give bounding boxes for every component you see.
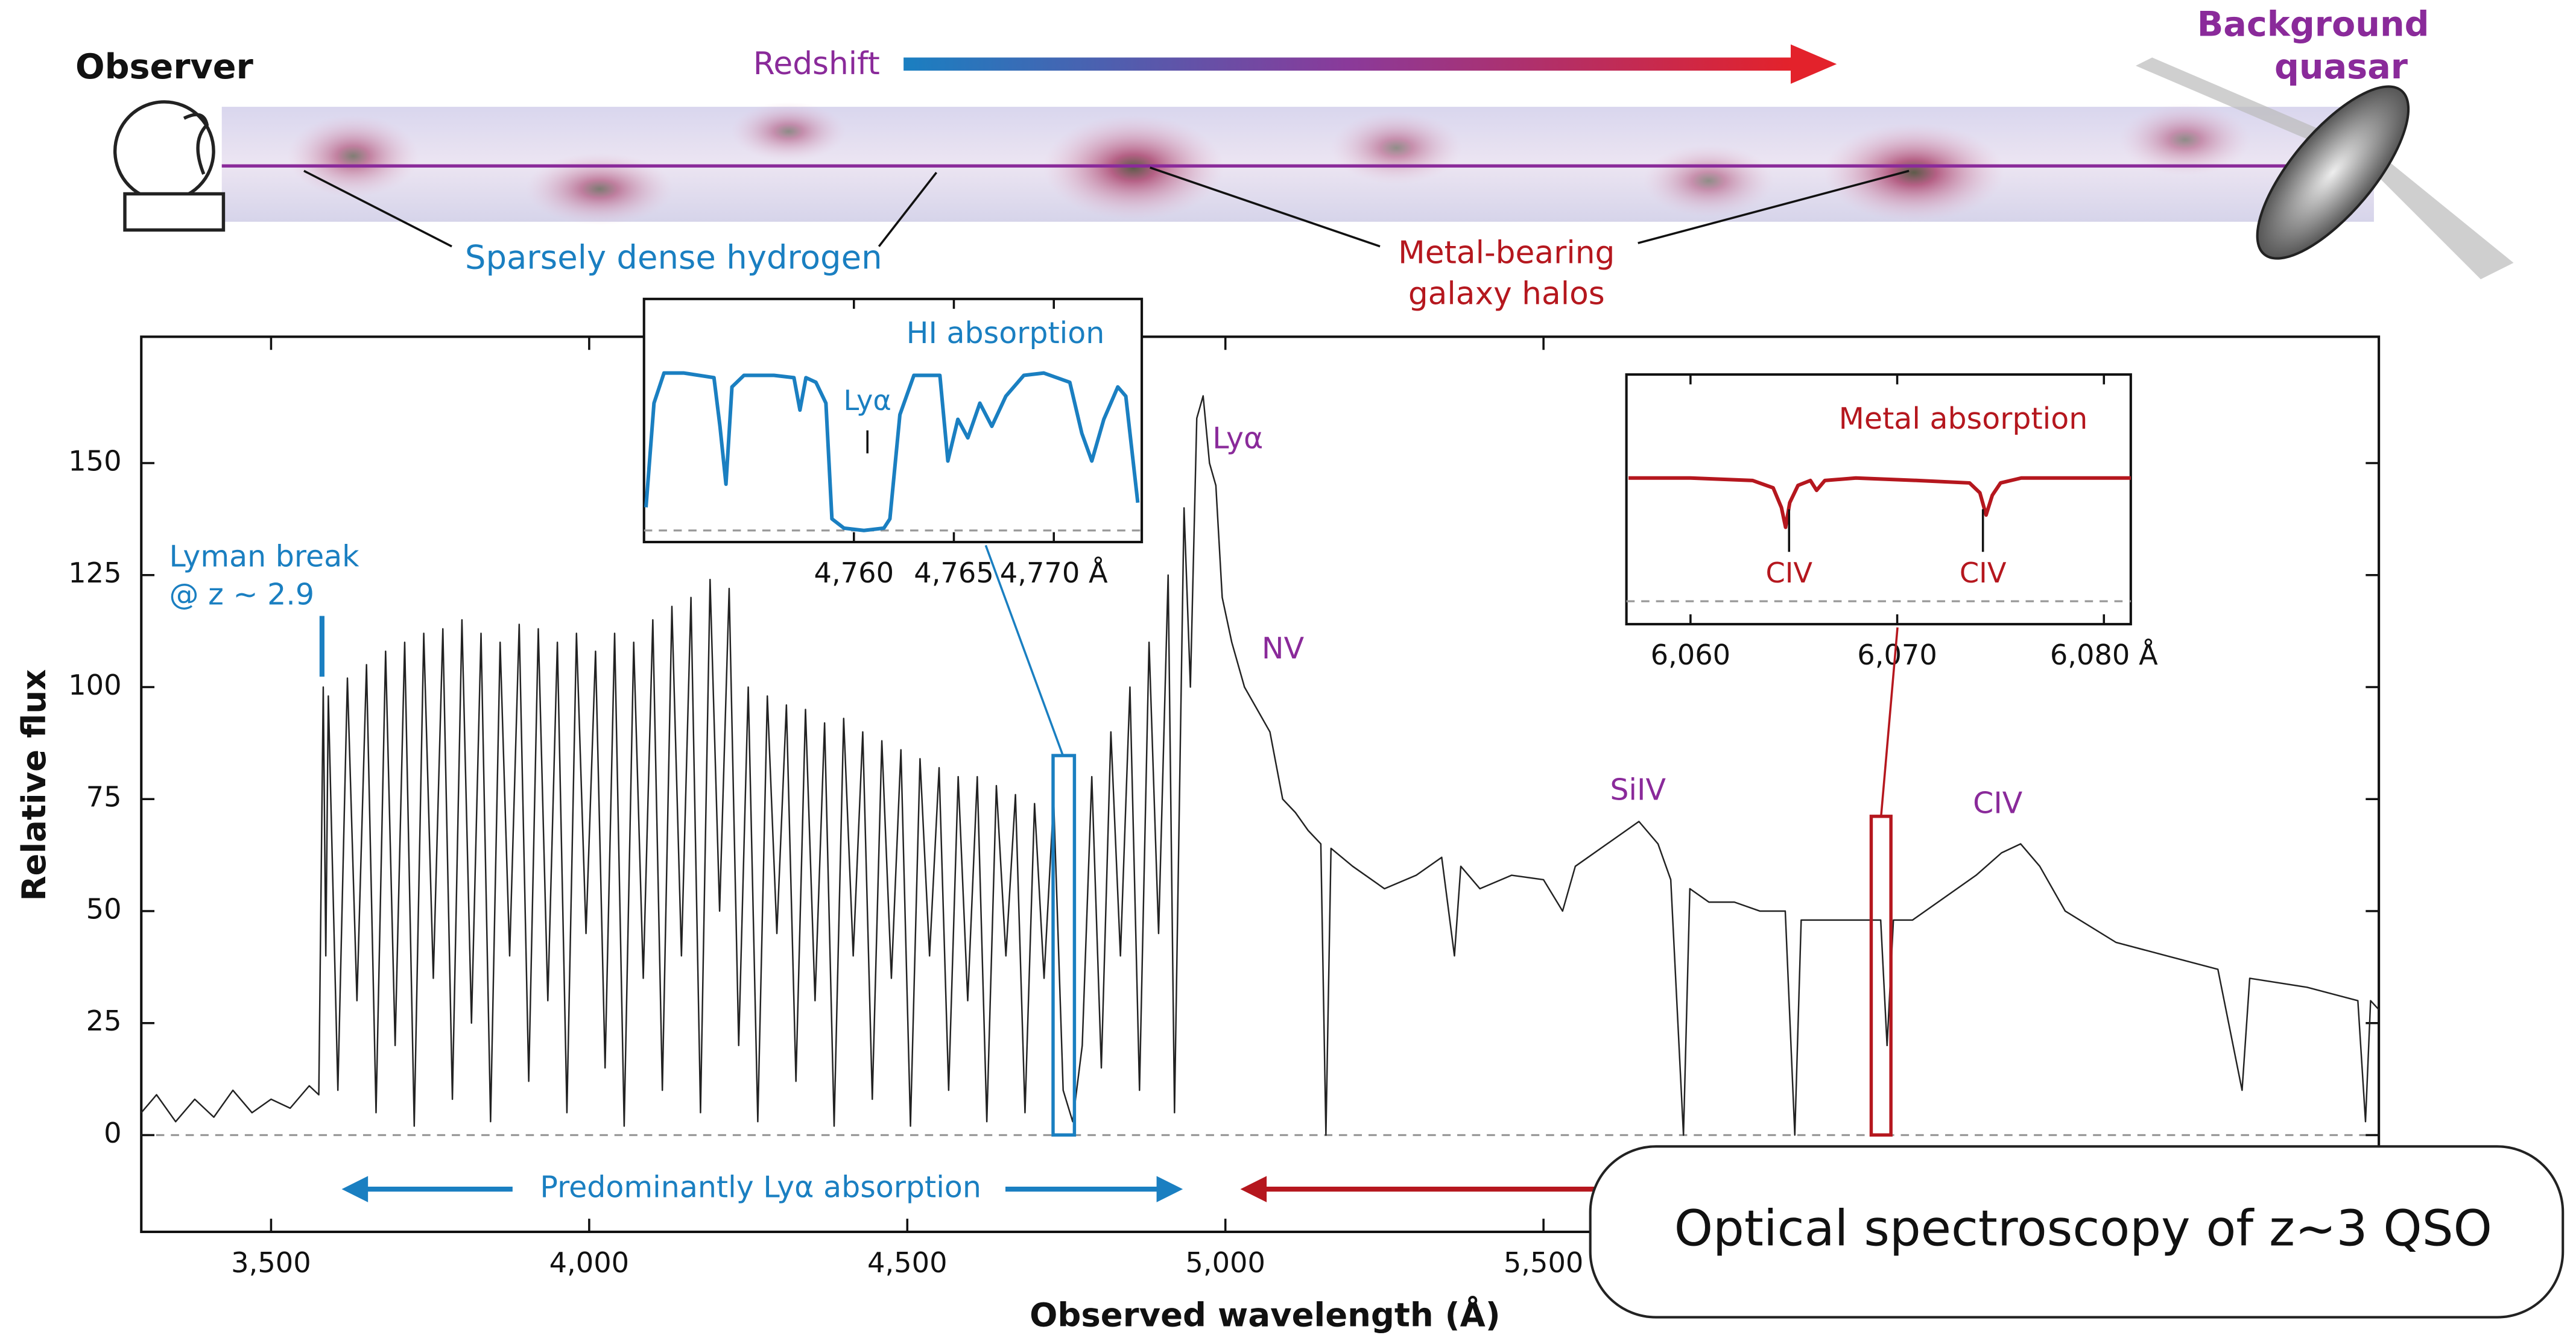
x-tick-label: 6,080 Å: [2050, 639, 2158, 671]
forest-label: Predominantly Lyα absorption: [540, 1170, 981, 1205]
redshift-arrowhead: [1790, 44, 1837, 84]
x-tick-label: 4,770 Å: [1000, 557, 1108, 589]
pointers: [303, 166, 1910, 248]
observer-icon: [113, 100, 226, 232]
y-tick-label: 125: [68, 557, 121, 589]
halo: [1823, 123, 2005, 222]
pointer: [303, 169, 452, 248]
halo: [287, 115, 419, 197]
line-label: NV: [1262, 631, 1305, 666]
plot-frame: [1625, 373, 2132, 626]
x-tick-label: 4,760: [814, 557, 894, 589]
inset-title: HI absorption: [907, 315, 1105, 350]
pointer: [1150, 166, 1381, 248]
metal-region-box: [1869, 815, 1893, 1137]
callout-box: [1589, 1145, 2565, 1319]
y-tick-label: 75: [86, 781, 122, 813]
observer-eye: [183, 113, 209, 175]
x-tick-label: 4,000: [549, 1246, 630, 1279]
y-tick-label: 50: [86, 892, 122, 925]
inset-line-label: Lyα: [843, 384, 891, 417]
pointer: [1638, 169, 1910, 244]
halo: [731, 101, 846, 162]
line-label: Lyα: [1212, 421, 1263, 456]
inset-title: Metal absorption: [1839, 401, 2088, 436]
x-tick-label: 5,500: [1504, 1246, 1584, 1279]
hydrogen-label: Sparsely dense hydrogen: [465, 238, 882, 277]
halos-label: Metal-bearing: [1398, 235, 1615, 271]
lyman-break-label: @ z ~ 2.9: [169, 576, 315, 611]
line-label: CIV: [1973, 785, 2023, 820]
forest-arrowhead: [341, 1176, 369, 1202]
hi-connector: [984, 544, 1064, 756]
y-tick-label: 150: [68, 444, 121, 477]
quasar-label: quasar: [2274, 47, 2408, 87]
x-tick-label: 4,765: [914, 557, 994, 589]
spectrum-line: [1628, 476, 2131, 529]
spectrum-line: [644, 371, 1140, 532]
quasar-label: Background: [2197, 4, 2429, 44]
spectrum-line: [141, 395, 2380, 1136]
halo: [1642, 144, 1774, 217]
redshift-label: Redshift: [753, 46, 880, 82]
quasar-body: [2256, 85, 2410, 260]
observer-base: [123, 192, 226, 232]
x-tick-label: 6,060: [1651, 639, 1731, 671]
quasar-jet: [2136, 57, 2514, 280]
x-tick-label: 3,500: [231, 1246, 311, 1279]
halo: [525, 153, 674, 226]
forest-label-bg: [512, 1169, 1005, 1209]
halo: [1331, 112, 1463, 185]
metal-connector: [1880, 627, 1899, 816]
y-tick-label: 100: [68, 669, 121, 701]
plots: 3,500 4,000 4,500 5,000 5,500 0 25 50 75 100 125 15…: [68, 297, 2381, 1279]
forest-arrowhead: [1156, 1176, 1183, 1202]
x-tick-label: 5,000: [1185, 1246, 1265, 1279]
lyman-break-label: Lyman break: [169, 539, 360, 574]
y-tick-label: 25: [86, 1005, 122, 1037]
metal-arrowhead: [1240, 1176, 1267, 1202]
observer-label: Observer: [75, 47, 254, 87]
quasar-icon: [2136, 57, 2514, 280]
y-tick-label: 0: [104, 1117, 121, 1149]
inset-line-label: CIV: [1765, 557, 1812, 589]
x-axis-label: Observed wavelength (Å): [1030, 1295, 1501, 1334]
inset-line-label: CIV: [1960, 557, 2007, 589]
redshift-arrow: [903, 57, 1791, 71]
callout-text: Optical spectroscopy of z~3 QSO: [1674, 1200, 2492, 1257]
line-label: SiIV: [1610, 772, 1666, 807]
plot-frame: [140, 335, 2381, 1234]
x-tick-label: 4,500: [867, 1246, 948, 1279]
y-axis-label: Relative flux: [14, 669, 53, 901]
halo: [2119, 103, 2251, 176]
hi-region-box: [1051, 754, 1077, 1137]
pointer: [878, 171, 937, 247]
halos-label: galaxy halos: [1408, 276, 1605, 312]
x-tick-label: 6,070: [1857, 639, 1937, 671]
